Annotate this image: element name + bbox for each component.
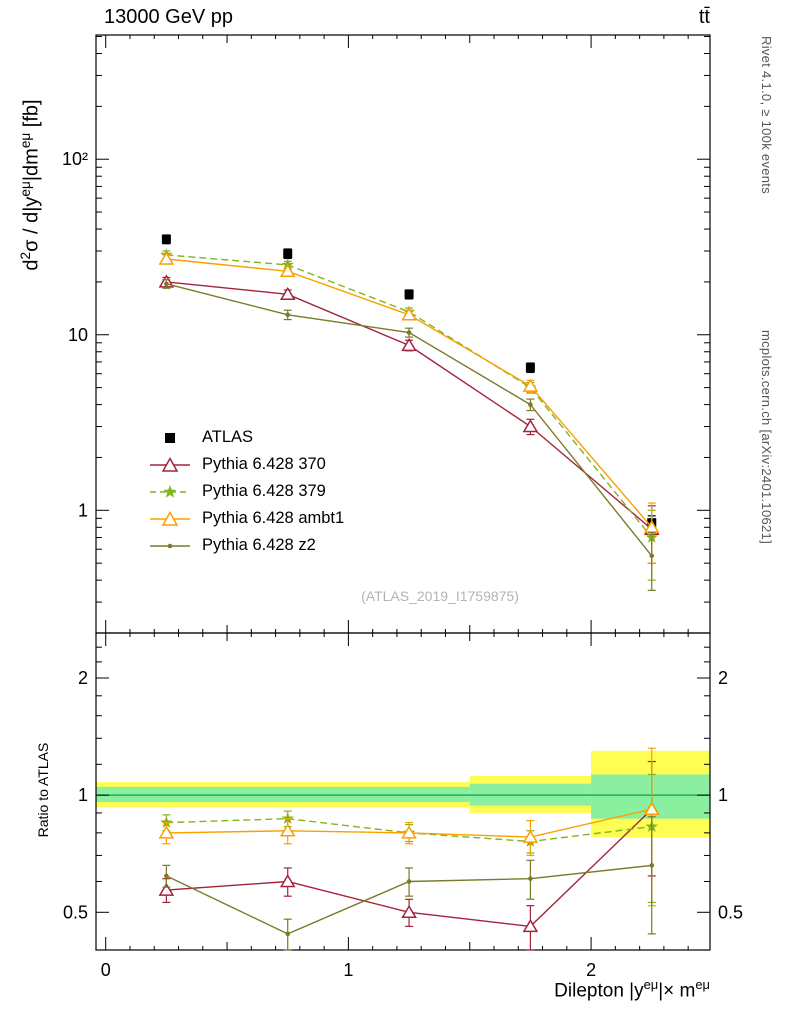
svg-text:0.5: 0.5 — [63, 902, 88, 922]
legend-label-pythia-ambt1: Pythia 6.428 ambt1 — [202, 509, 345, 527]
y-title-sup: 2 — [18, 251, 33, 260]
legend-item-atlas: ATLAS — [148, 424, 344, 451]
x-title-part: |× m — [658, 980, 696, 1002]
atlas-marker-icon — [165, 432, 175, 443]
legend-label-pythia-370: Pythia 6.428 370 — [202, 455, 326, 473]
pythia-z2-marker-icon — [150, 543, 190, 548]
y-title-sup: eμ — [18, 132, 33, 149]
svg-text:1: 1 — [718, 785, 728, 805]
svg-text:0.5: 0.5 — [718, 902, 743, 922]
legend: ATLAS Pythia 6.428 370 Pythia 6.428 379 … — [148, 424, 344, 559]
y-title-part: σ / d|y — [20, 196, 43, 252]
legend-label-atlas: ATLAS — [202, 428, 254, 446]
analysis-watermark: (ATLAS_2019_I1759875) — [361, 588, 519, 604]
svg-text:2: 2 — [586, 960, 596, 980]
svg-text:1: 1 — [78, 500, 88, 520]
svg-text:2: 2 — [718, 668, 728, 688]
pythia-370-marker-icon — [150, 456, 190, 472]
main-y-axis-title: d2σ / d|yeμ|dmeμ [fb] — [18, 25, 43, 345]
svg-text:1: 1 — [78, 785, 88, 805]
y-title-part: [fb] — [20, 99, 43, 133]
svg-text:10: 10 — [68, 325, 88, 345]
y-title-part: |dm — [20, 148, 43, 182]
legend-item-pythia-379: Pythia 6.428 379 — [148, 478, 344, 505]
legend-label-pythia-379: Pythia 6.428 379 — [202, 482, 326, 500]
legend-label-pythia-z2: Pythia 6.428 z2 — [202, 536, 316, 554]
ratio-y-axis-title: Ratio to ATLAS — [35, 742, 51, 838]
x-title-sup: eμ — [643, 977, 659, 992]
legend-item-pythia-z2: Pythia 6.428 z2 — [148, 532, 344, 559]
x-title-sup: eμ — [695, 977, 710, 992]
beam-energy-title: 13000 GeV pp — [104, 6, 233, 28]
pythia-379-marker-icon — [150, 484, 190, 498]
svg-text:0: 0 — [101, 960, 111, 980]
mcplots-credit-note: mcplots.cern.ch [arXiv:2401.10621] — [759, 330, 774, 544]
svg-text:10²: 10² — [62, 149, 88, 169]
rivet-version-note: Rivet 4.1.0, ≥ 100k events — [759, 36, 774, 195]
x-axis-title: Dilepton |yeμ|× meμ — [554, 977, 710, 1002]
pythia-ambt1-marker-icon — [150, 510, 190, 526]
svg-text:1: 1 — [343, 960, 353, 980]
x-title-part: Dilepton |y — [554, 980, 644, 1002]
legend-item-pythia-ambt1: Pythia 6.428 ambt1 — [148, 505, 344, 532]
y-title-part: d — [20, 259, 43, 271]
process-title: tt̄ — [698, 6, 710, 28]
y-title-sup: eμ — [18, 181, 33, 197]
svg-text:2: 2 — [78, 668, 88, 688]
legend-item-pythia-370: Pythia 6.428 370 — [148, 451, 344, 478]
